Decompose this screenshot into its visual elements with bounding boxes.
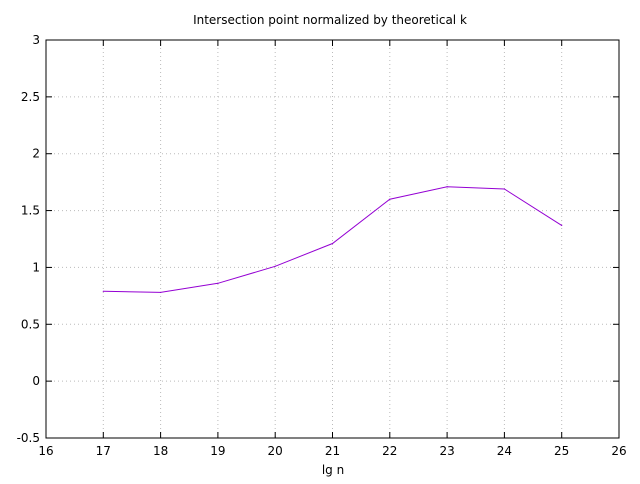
axis-ticks: 16 17 18 19 20 21 22 23 24 25 26 -0.5 0 0.5 1 1.5 2 2.5 3 bbox=[17, 33, 627, 458]
x-tick-label: 24 bbox=[497, 444, 512, 458]
data-point bbox=[389, 198, 391, 200]
x-tick-label: 26 bbox=[611, 444, 626, 458]
y-tick-label: 1.5 bbox=[21, 204, 40, 218]
y-tick-label: 0.5 bbox=[21, 317, 40, 331]
x-tick-label: 16 bbox=[38, 444, 53, 458]
x-tick-label: 20 bbox=[268, 444, 283, 458]
y-tick-label: -0.5 bbox=[17, 431, 40, 445]
data-point bbox=[561, 224, 563, 226]
data-point bbox=[274, 265, 276, 267]
data-point bbox=[217, 282, 219, 284]
x-tick-label: 25 bbox=[554, 444, 569, 458]
x-tick-label: 19 bbox=[210, 444, 225, 458]
x-tick-label: 23 bbox=[439, 444, 454, 458]
y-tick-label: 1 bbox=[32, 260, 40, 274]
data-point bbox=[331, 242, 334, 245]
data-point bbox=[503, 188, 505, 190]
y-tick-label: 3 bbox=[32, 33, 40, 47]
y-tick-label: 0 bbox=[32, 374, 40, 388]
data-point bbox=[446, 186, 448, 188]
x-tick-label: 17 bbox=[96, 444, 111, 458]
data-point bbox=[102, 290, 104, 292]
x-axis-label: lg n bbox=[322, 463, 344, 477]
data-point bbox=[160, 291, 162, 294]
x-tick-label: 22 bbox=[382, 444, 397, 458]
x-tick-label: 18 bbox=[153, 444, 168, 458]
y-tick-label: 2.5 bbox=[21, 90, 40, 104]
chart-title: Intersection point normalized by theoret… bbox=[193, 13, 467, 27]
plot-frame bbox=[45, 39, 620, 439]
series-layer bbox=[102, 186, 563, 294]
y-tick-label: 2 bbox=[32, 147, 40, 161]
x-tick-label: 21 bbox=[325, 444, 340, 458]
grid-lines bbox=[46, 40, 619, 438]
